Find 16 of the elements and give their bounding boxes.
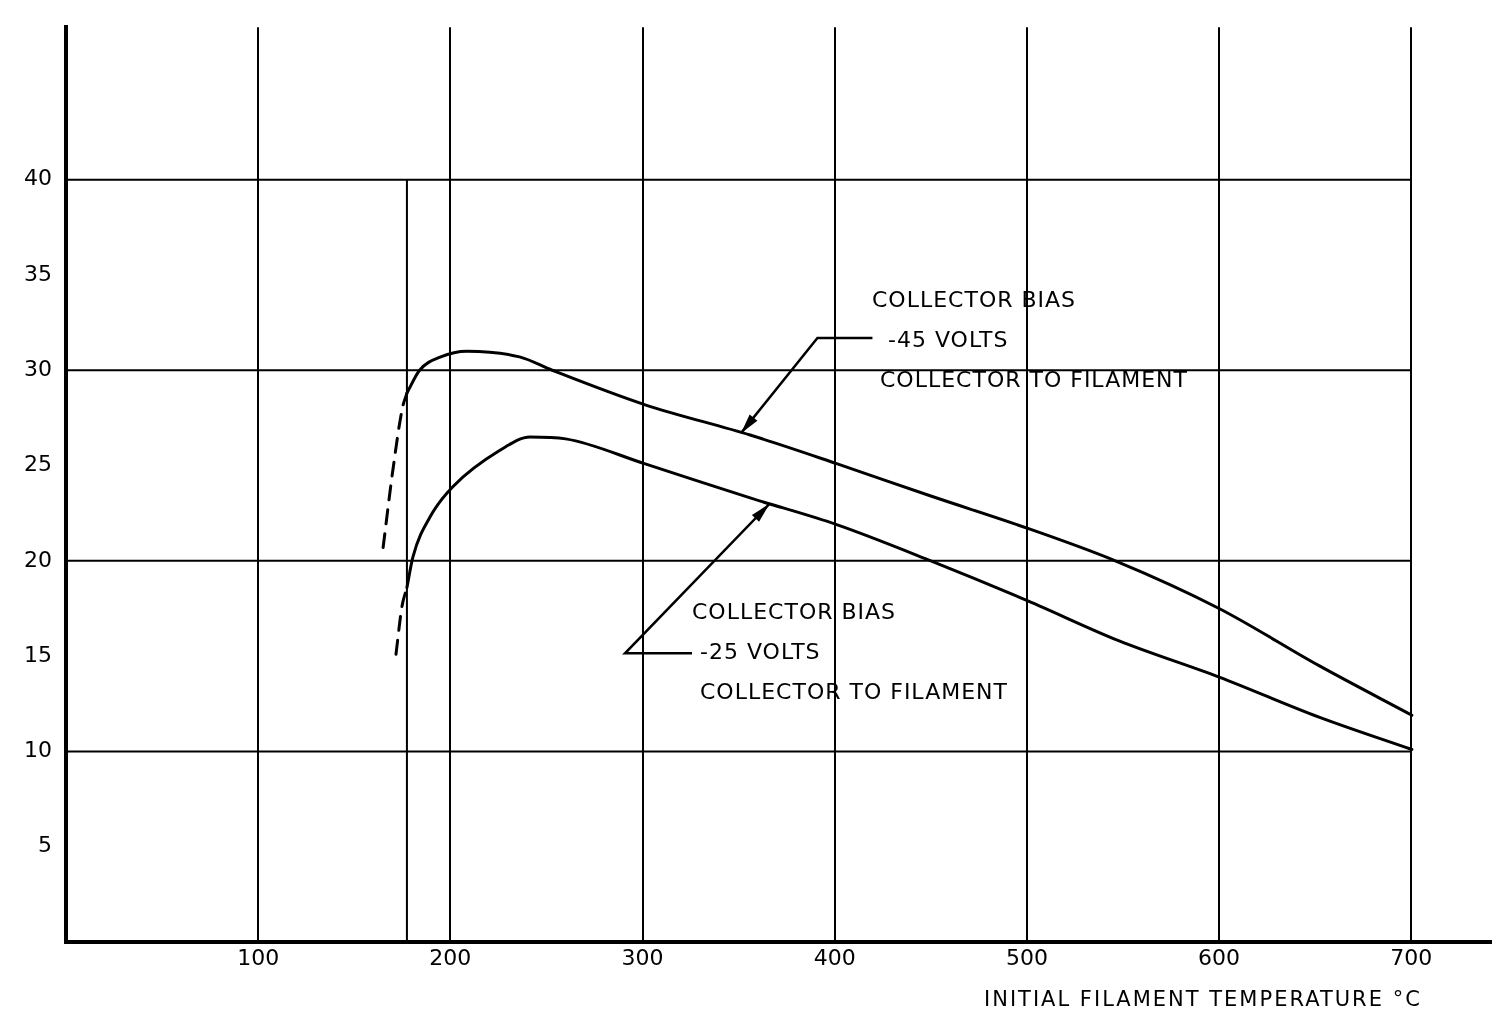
- y-tick-label: 15: [24, 641, 52, 667]
- y-tick-label: 10: [24, 737, 52, 763]
- x-tick-label: 500: [1005, 944, 1048, 970]
- y-tick-label: 35: [24, 260, 52, 286]
- x-tick-label: 300: [621, 944, 664, 970]
- x-tick-label: 400: [813, 944, 856, 970]
- y-tick-label: 5: [38, 832, 52, 858]
- y-tick-label: 40: [24, 165, 52, 191]
- y-tick-label: 25: [24, 451, 52, 477]
- x-tick-label: 200: [429, 944, 472, 970]
- x-tick-label: 100: [237, 944, 280, 970]
- y-tick-label: 30: [24, 355, 52, 381]
- x-axis-title: INITIAL FILAMENT TEMPERATURE °C: [984, 987, 1422, 1011]
- x-tick-label: 600: [1198, 944, 1241, 970]
- x-tick-label: 700: [1390, 944, 1433, 970]
- y-tick-label: 20: [24, 546, 52, 572]
